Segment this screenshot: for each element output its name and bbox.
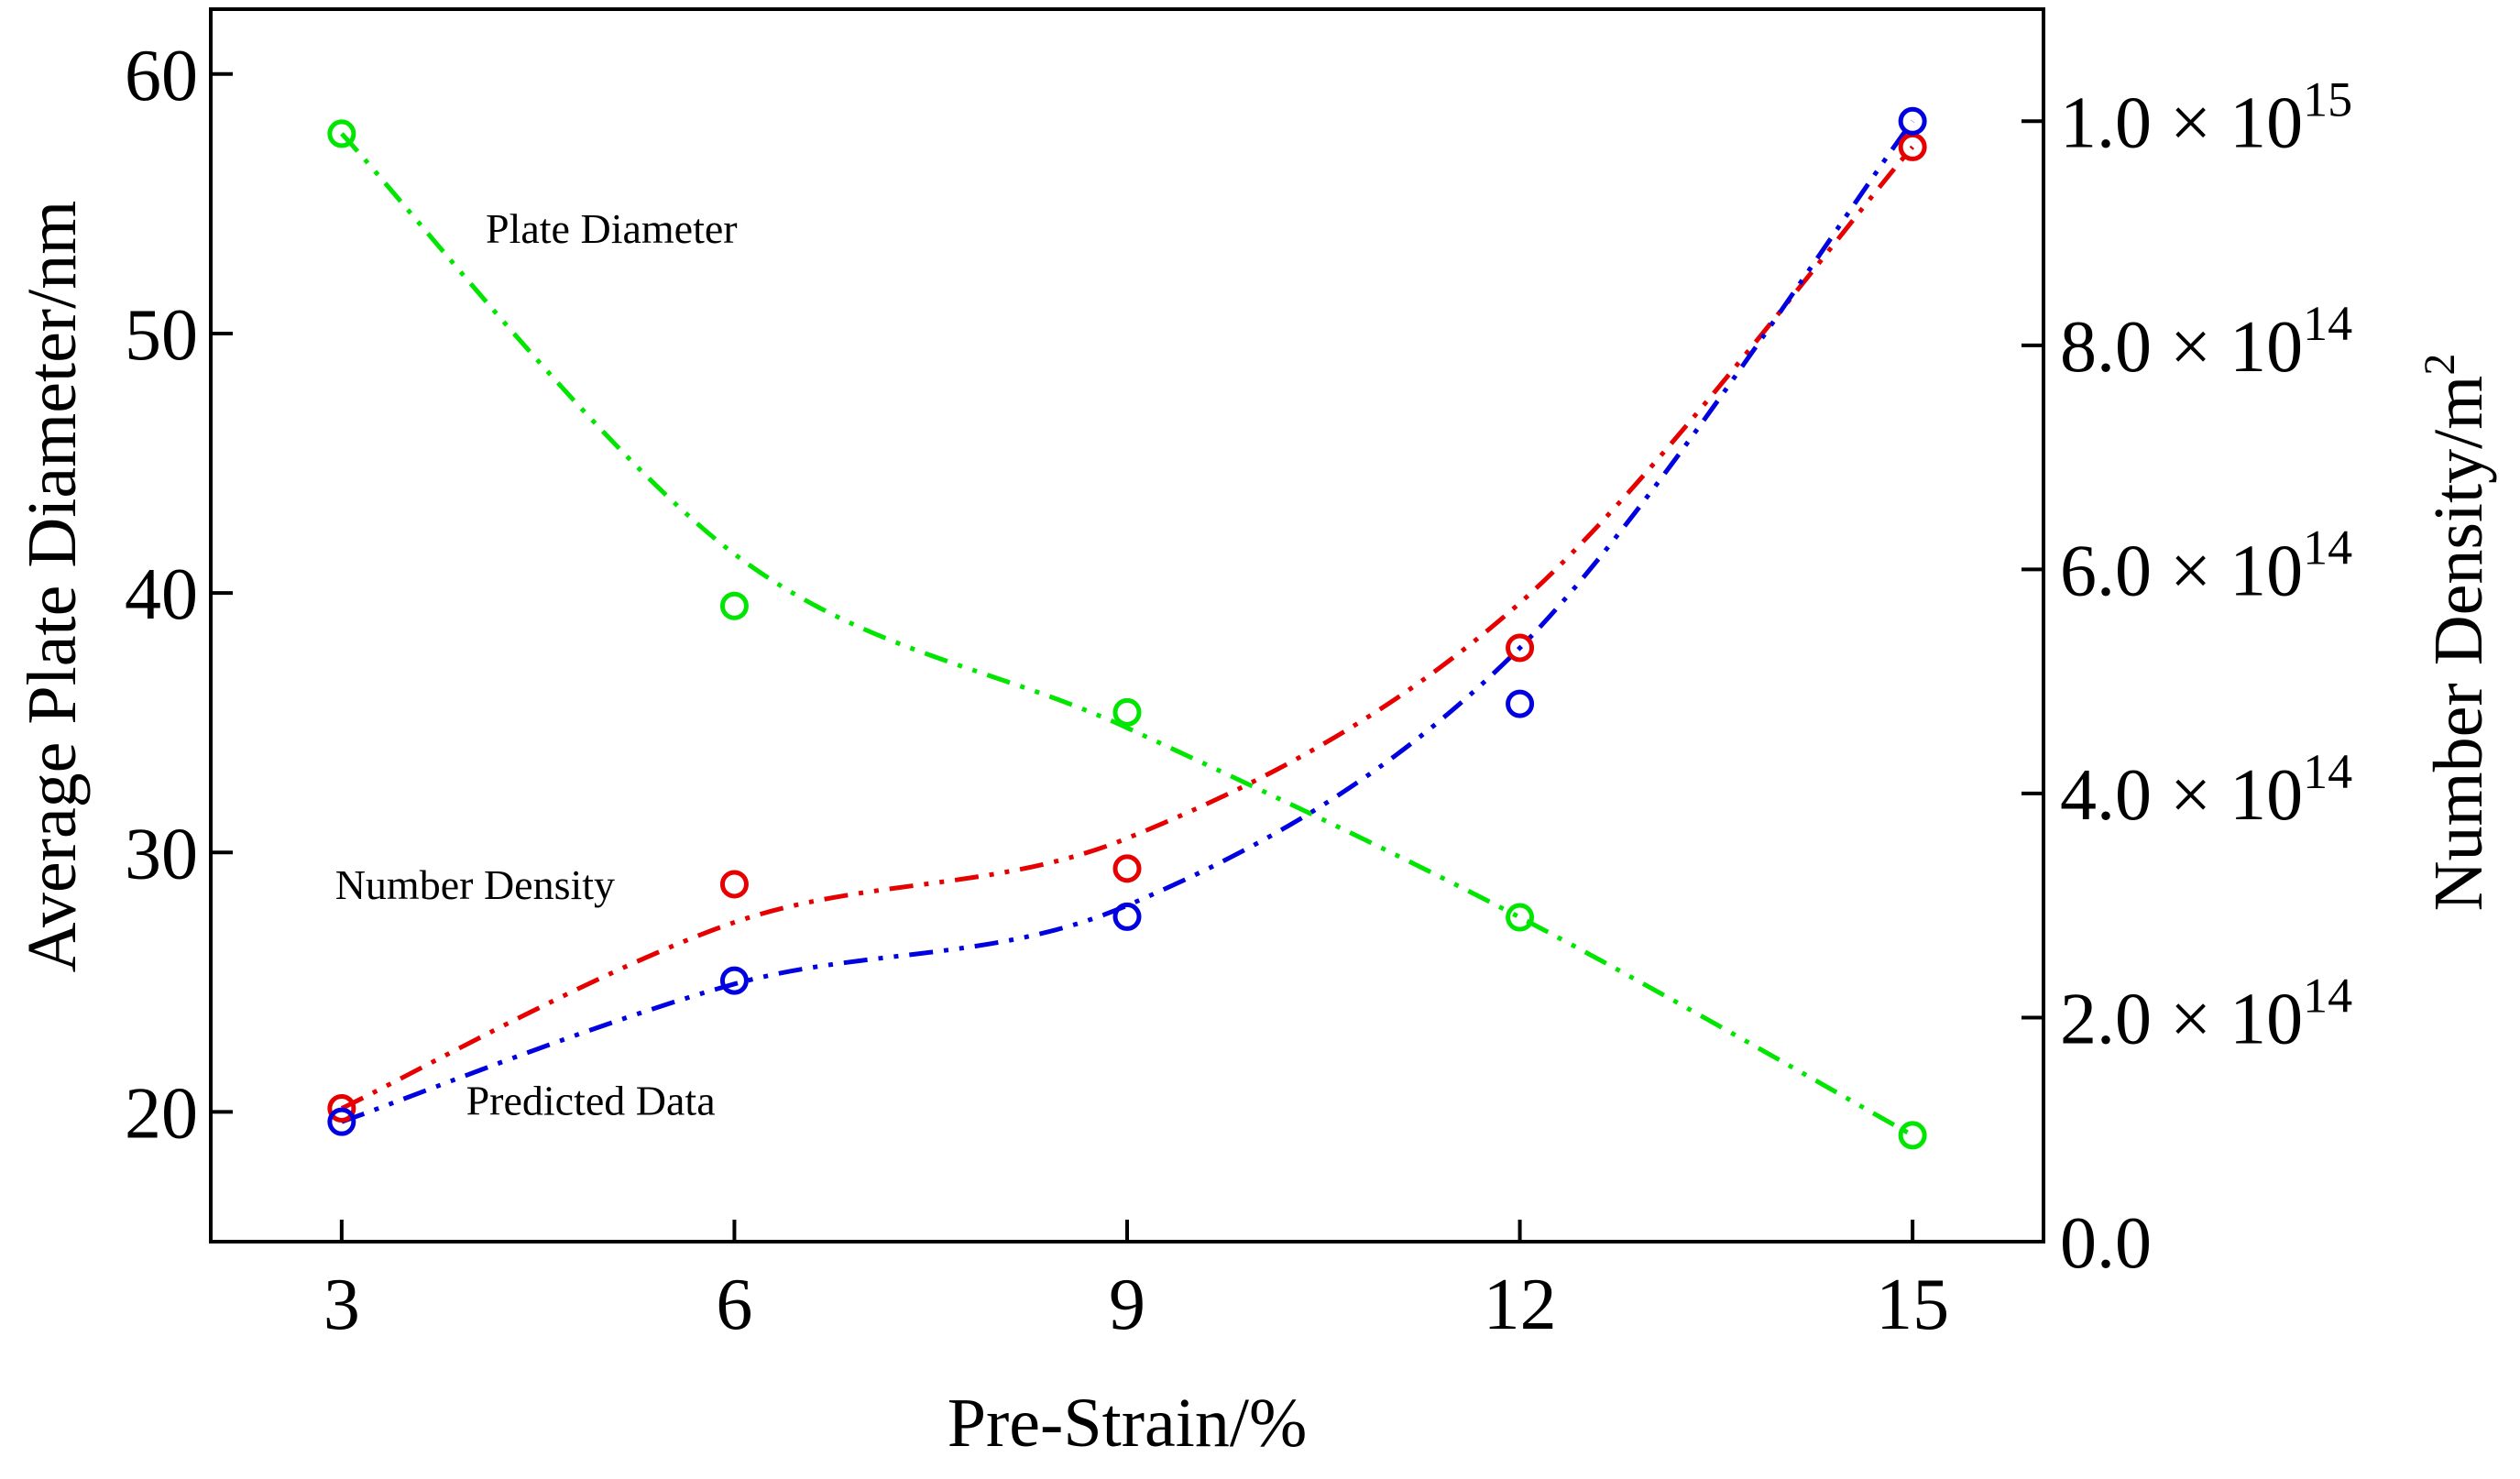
point-plate_diameter-15 bbox=[1898, 1121, 1927, 1150]
left-y-tick-label-50: 50 bbox=[125, 295, 198, 376]
point-number_density-6 bbox=[719, 870, 749, 899]
point-plate_diameter-6 bbox=[719, 591, 749, 620]
right-y-tick-mantissa: 6.0 × 10 bbox=[2060, 531, 2303, 611]
right-y-tick-exponent: 15 bbox=[2303, 71, 2352, 126]
x-tick-label-6: 6 bbox=[716, 1265, 752, 1345]
right-y-tick-exponent: 14 bbox=[2303, 520, 2352, 575]
point-number_density-9 bbox=[1112, 854, 1142, 883]
x-axis: 3 6 9 12 15 bbox=[323, 1220, 1949, 1345]
annotations: Plate Diameter Number Density Predicted Da… bbox=[335, 205, 738, 1123]
right-y-tick-label-5: 1.0 × 1015 bbox=[2060, 71, 2352, 163]
right-y-tick-exponent: 14 bbox=[2303, 968, 2352, 1023]
x-tick-label-15: 15 bbox=[1876, 1265, 1949, 1345]
x-tick-label-3: 3 bbox=[323, 1265, 360, 1345]
fit-curves bbox=[340, 119, 1915, 1138]
right-y-tick-mantissa: 1.0 × 10 bbox=[2060, 82, 2303, 163]
right-y-tick-mantissa: 4.0 × 10 bbox=[2060, 755, 2303, 836]
point-number_density-12 bbox=[1506, 633, 1535, 663]
x-tick-label-12: 12 bbox=[1484, 1265, 1557, 1345]
left-y-tick-label-60: 60 bbox=[125, 36, 198, 116]
x-axis-title: Pre-Strain/% bbox=[948, 1385, 1308, 1462]
left-y-tick-label-40: 40 bbox=[125, 554, 198, 635]
point-predicted_data-15 bbox=[1898, 106, 1927, 136]
right-y-tick-mantissa: 2.0 × 10 bbox=[2060, 979, 2303, 1059]
right-y-tick-mantissa: 8.0 × 10 bbox=[2060, 307, 2303, 388]
point-plate_diameter-3 bbox=[327, 119, 356, 148]
point-predicted_data-6 bbox=[719, 966, 749, 995]
fit-curve-number_density bbox=[340, 145, 1914, 1111]
right-y-tick-exponent: 14 bbox=[2303, 744, 2352, 799]
point-predicted_data-9 bbox=[1112, 902, 1142, 931]
left-y-axis-title: Average Plate Diameter/nm bbox=[14, 201, 91, 973]
right-y-axis-title-base: Number Density/m bbox=[2420, 376, 2497, 912]
right-y-axis-title-sup: 2 bbox=[2416, 354, 2464, 376]
predicted-data-label: Predicted Data bbox=[466, 1077, 716, 1123]
point-plate_diameter-12 bbox=[1506, 903, 1535, 932]
right-y-axis-title: Number Density/m2 bbox=[2416, 354, 2497, 912]
right-y-tick-label-2: 4.0 × 1014 bbox=[2060, 744, 2352, 836]
fit-curve-plate_diameter bbox=[340, 132, 1914, 1138]
left-y-tick-label-20: 20 bbox=[125, 1073, 198, 1154]
data-points bbox=[327, 106, 1927, 1150]
right-y-tick-label-0: 0.0 bbox=[2060, 1203, 2152, 1284]
right-y-tick-label-4: 8.0 × 1014 bbox=[2060, 296, 2352, 388]
right-y-tick-label-1: 2.0 × 1014 bbox=[2060, 968, 2352, 1059]
point-predicted_data-3 bbox=[327, 1107, 356, 1136]
plate-diameter-label: Plate Diameter bbox=[486, 205, 738, 252]
left-y-tick-label-30: 30 bbox=[125, 814, 198, 894]
right-y-tick-label-3: 6.0 × 1014 bbox=[2060, 520, 2352, 611]
point-plate_diameter-9 bbox=[1112, 697, 1142, 727]
point-number_density-3 bbox=[327, 1093, 356, 1123]
x-tick-label-9: 9 bbox=[1109, 1265, 1145, 1345]
right-y-tick-exponent: 14 bbox=[2303, 296, 2352, 351]
number-density-label: Number Density bbox=[335, 861, 615, 908]
point-predicted_data-12 bbox=[1506, 689, 1535, 718]
left-y-axis: 20 30 40 50 60 bbox=[125, 36, 233, 1154]
